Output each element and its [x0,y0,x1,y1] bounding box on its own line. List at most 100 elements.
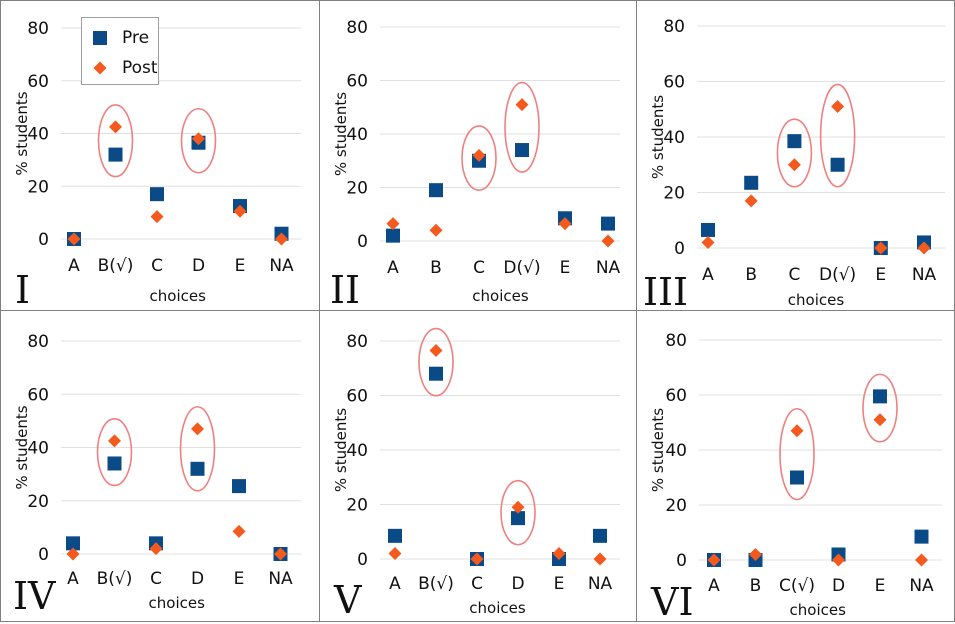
x-axis-title: choices [149,594,206,612]
post-point [429,344,443,358]
x-tick-label: C [150,569,162,589]
pre-point [593,528,607,543]
legend-item-pre: Pre [90,27,149,49]
y-tick-label: 40 [346,441,368,461]
post-point [831,99,845,113]
x-tick-label: NA [588,574,613,594]
y-tick-label: 80 [27,19,49,39]
highlight-ellipse [96,418,133,487]
diamond-icon [90,58,110,78]
y-tick-label: 60 [27,72,49,92]
y-tick-label: 20 [346,179,368,199]
post-point [274,547,287,561]
y-tick-label: 40 [665,441,687,461]
x-tick-label: C [788,265,800,285]
x-tick-label: A [67,569,79,589]
y-tick-label: 40 [27,439,49,459]
highlight-ellipse [776,118,813,188]
panel-label: V [334,578,362,622]
post-point [191,422,204,436]
post-point [707,553,721,567]
x-tick-label: D(√) [819,265,856,285]
x-tick-label: NA [912,265,937,285]
post-point [388,547,402,561]
panel-label: II [330,268,361,312]
chart-panel-i: 0 20 40 60 80 % students A B(√) C D E NA choices I Pr… [0,0,320,311]
y-tick-label: 80 [663,17,685,37]
y-tick-label: 0 [357,550,368,570]
x-tick-label: E [234,569,245,589]
legend: Pre Post [81,17,159,85]
x-tick-label: NA [268,569,293,589]
chart-svg-ii: 0 20 40 60 80 % students A B C D(√) E NA choices [332,18,621,305]
chart-svg-iv: 0 20 40 60 80 % students A B(√) C D E NA choices [13,332,301,612]
post-point [429,223,443,237]
square-icon [90,28,110,48]
pre-point [873,389,887,404]
post-point [790,424,804,438]
chart-panel-iv: 0 20 40 60 80 % students A B(√) C D E NA choices IV [0,310,320,622]
post-point [558,217,572,231]
post-point [593,552,607,566]
highlight-ellipse [500,479,536,546]
x-tick-label: D [192,256,205,276]
x-tick-label: B(√) [418,574,454,594]
y-tick-label: 60 [27,385,49,405]
x-tick-label: E [235,256,246,276]
highlight-ellipse [180,107,217,174]
y-tick-label: 20 [27,492,49,512]
y-tick-label: 0 [674,239,685,259]
x-tick-label: D(√) [503,258,540,278]
chart-panel-ii: 0 20 40 60 80 % students A B C D(√) E NA choices II [319,0,637,311]
x-tick-label: E [875,265,886,285]
post-point [601,234,615,248]
pre-point [601,216,615,231]
y-tick-label: 60 [663,73,685,93]
post-point [109,120,122,134]
highlight-ellipse [779,407,815,501]
pre-point [108,147,123,162]
post-point [832,553,845,567]
y-tick-label: 80 [346,332,368,352]
post-point [917,241,931,255]
highlight-ellipse [179,406,216,492]
chart-svg-vi: 0 20 40 60 80 % students A B C(√) D E NA choices [649,331,942,619]
panel-label: IV [13,574,56,618]
x-tick-label: E [554,574,565,594]
x-tick-label: D [511,574,524,594]
pre-point [511,511,525,526]
x-tick-label: NA [596,258,621,278]
post-point [232,524,246,538]
pre-point [830,157,845,172]
panel-label: III [643,270,689,314]
post-point [149,542,163,556]
pre-point [66,536,80,551]
chart-panel-vi: 0 20 40 60 80 % students A B C(√) D E NA choices VI [636,310,955,622]
y-tick-label: 20 [665,496,687,516]
post-point [108,434,121,448]
y-tick-label: 60 [346,72,368,92]
x-tick-label: D [832,576,845,596]
pre-point [790,470,804,485]
y-tick-label: 0 [357,232,368,252]
post-point [233,204,247,218]
pre-point [386,228,400,243]
highlight-ellipse [819,83,856,188]
pre-point [515,143,529,158]
x-tick-label: A [702,265,714,285]
x-tick-label: NA [909,576,934,596]
x-tick-label: D [191,569,204,589]
y-axis-title: % students [13,405,31,489]
pre-point [914,529,929,544]
post-point [66,547,80,561]
y-tick-label: 20 [346,496,368,516]
x-axis-title: choices [472,287,529,305]
pre-point [388,528,402,543]
post-point [150,210,164,224]
post-point [515,98,529,112]
y-tick-label: 80 [665,331,687,351]
y-axis-title: % students [13,91,31,175]
post-point [701,235,715,249]
x-tick-label: B(√) [98,256,134,276]
